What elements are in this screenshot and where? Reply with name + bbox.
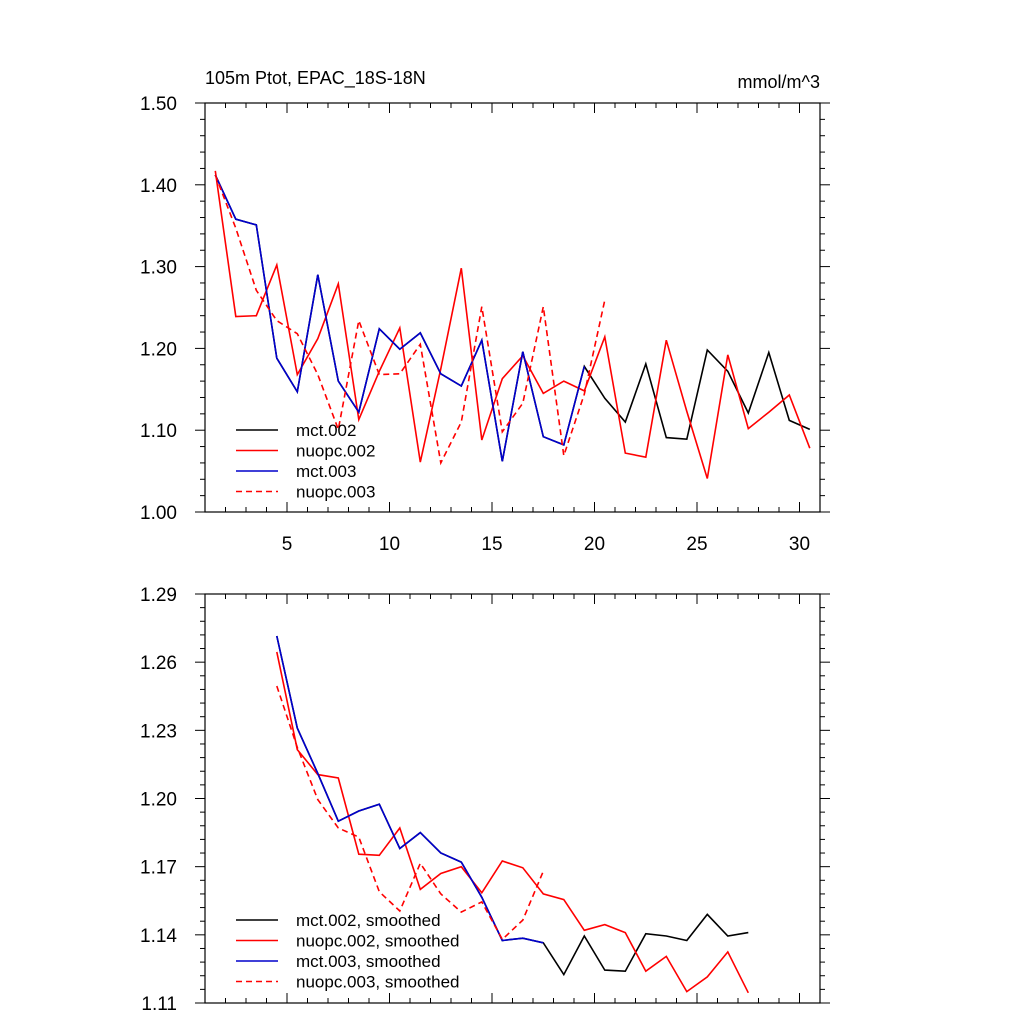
top-chart-units: mmol/m^3 (738, 72, 820, 92)
series-line-nuopc-002-smoothed (276, 651, 750, 994)
y-tick-label: 1.10 (140, 421, 177, 442)
series-line-nuopc-003-smoothed (276, 685, 545, 941)
y-tick-label: 1.26 (140, 653, 177, 674)
x-tick-label: 15 (481, 534, 502, 555)
top-series (214, 170, 811, 479)
top-axes: 5 10 15 20 25 30 1.00 1.10 1.20 1.30 1.40 1.50 (140, 94, 830, 555)
series-line-mct-002 (214, 174, 811, 462)
y-tick-label: 1.23 (140, 721, 177, 742)
x-tick-label: 20 (584, 534, 605, 555)
y-tick-label: 1.11 (141, 994, 177, 1015)
x-tick-label: 10 (379, 534, 400, 555)
y-tick-label: 1.20 (140, 790, 177, 811)
y-tick-label: 1.20 (140, 339, 177, 360)
legend-label: mct.003 (296, 462, 356, 481)
series-line-nuopc-003 (214, 174, 606, 466)
y-tick-label: 1.50 (140, 94, 177, 115)
top-chart-title: 105m Ptot, EPAC_18S-18N (205, 68, 426, 89)
bottom-legend: mct.002, smoothed nuopc.002, smoothedmct.… (236, 911, 460, 992)
legend-label: mct.002 (296, 421, 356, 440)
legend-label: nuopc.002, smoothed (296, 932, 460, 951)
top-panel: 105m Ptot, EPAC_18S-18N mmol/m^3 5 10 15 20… (140, 68, 830, 555)
legend-label: nuopc.003, smoothed (296, 973, 460, 992)
legend-label: nuopc.003 (296, 483, 375, 502)
legend-label: mct.002, smoothed (296, 911, 441, 930)
y-tick-label: 1.40 (140, 176, 177, 197)
series-line-nuopc-002 (214, 170, 811, 479)
y-tick-label: 1.30 (140, 258, 177, 279)
bottom-panel: 1.11 1.14 1.17 1.20 1.23 1.26 1.29 mct.002, sm… (140, 585, 830, 1015)
bottom-series (276, 635, 750, 994)
x-tick-label: 30 (789, 534, 810, 555)
y-tick-label: 1.00 (140, 503, 177, 524)
legend-label: mct.003, smoothed (296, 952, 441, 971)
x-tick-label: 5 (282, 534, 293, 555)
y-tick-label: 1.17 (140, 858, 177, 879)
bottom-axes: 1.11 1.14 1.17 1.20 1.23 1.26 1.29 (140, 585, 830, 1015)
y-tick-label: 1.14 (140, 926, 177, 947)
x-tick-label: 25 (686, 534, 707, 555)
series-line-mct-003-smoothed (276, 635, 544, 944)
y-tick-label: 1.29 (140, 585, 177, 606)
legend-label: nuopc.002 (296, 442, 375, 461)
series-line-mct-003 (214, 174, 586, 462)
